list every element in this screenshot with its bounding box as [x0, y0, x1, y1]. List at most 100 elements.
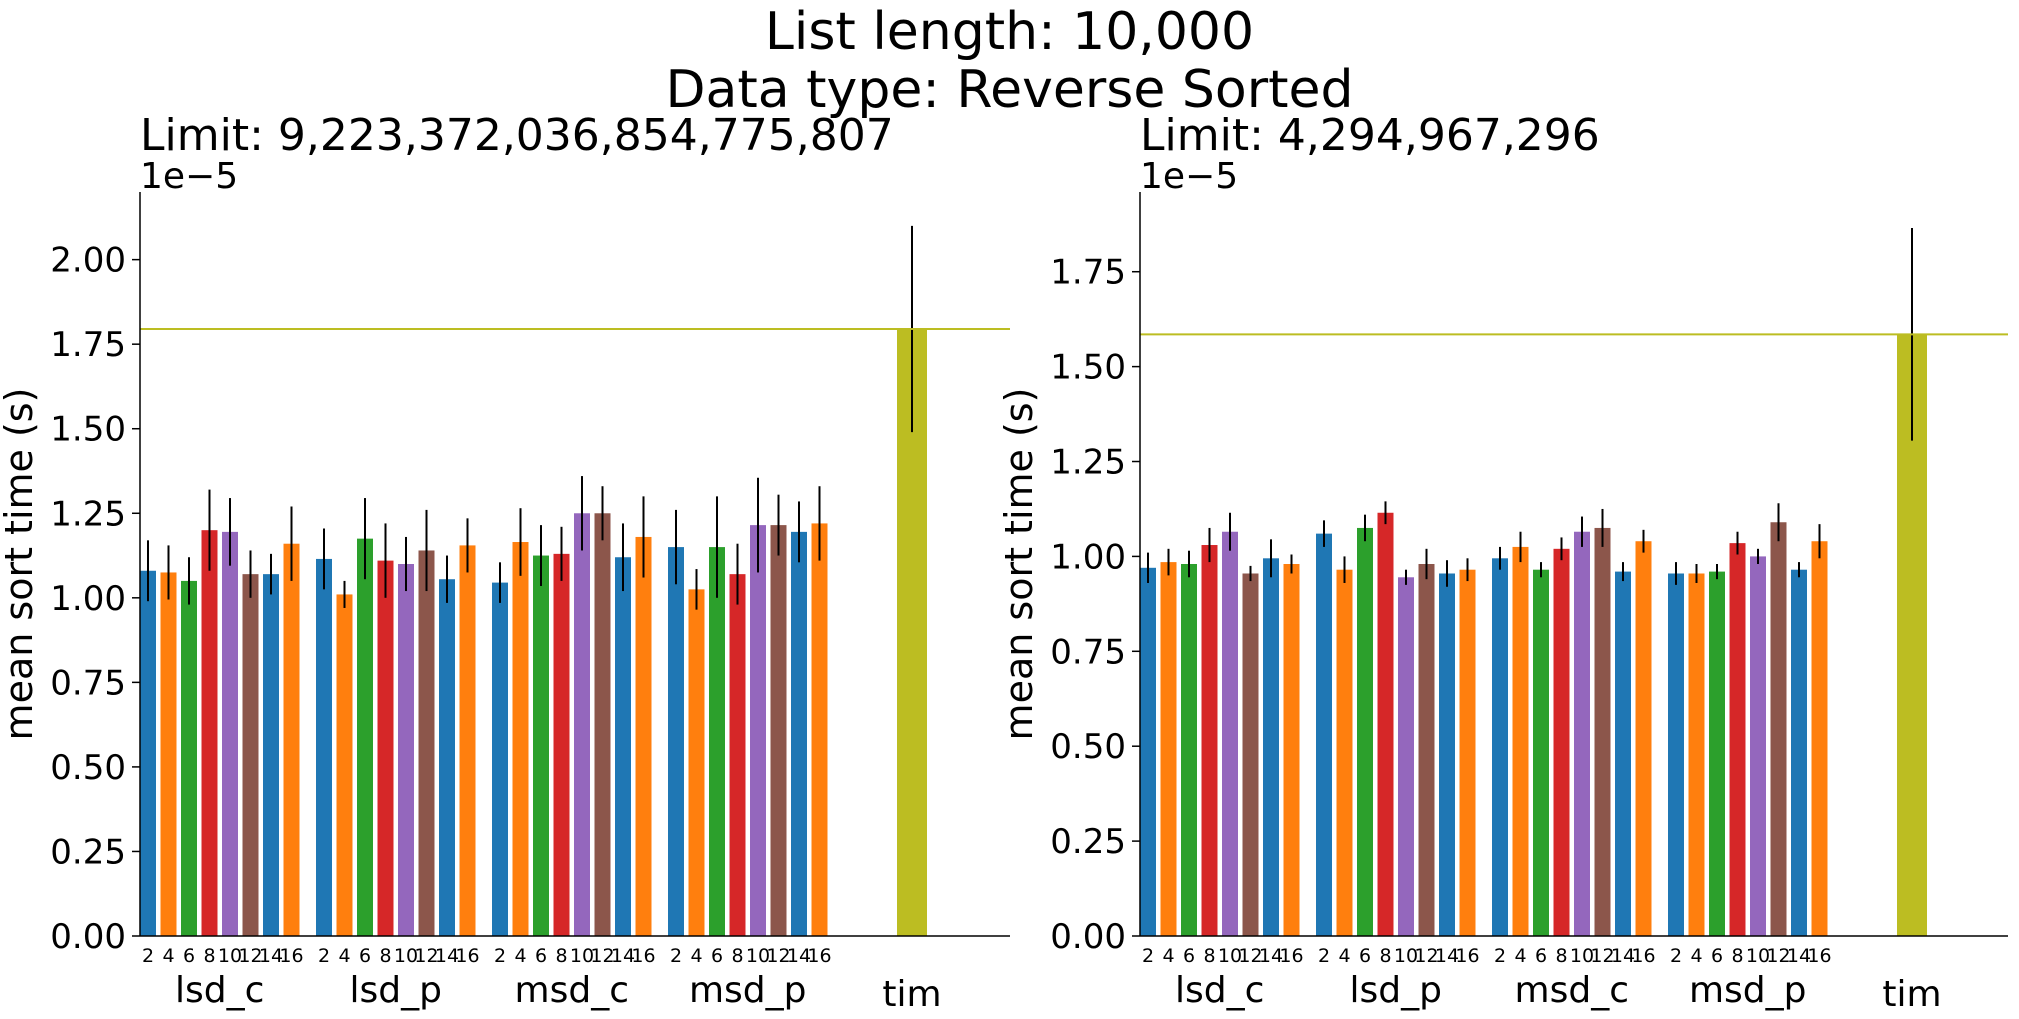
panel-2-bar-sublabel: 10 — [1218, 945, 1242, 967]
panel-2-bar-sublabel: 16 — [1279, 945, 1303, 967]
panel-1-title: Limit: 9,223,372,036,854,775,807 — [140, 110, 894, 161]
panel-2-bar-sublabel: 8 — [1203, 945, 1215, 967]
panel-2-bar-sublabel: 12 — [1414, 945, 1438, 967]
panel-2-group-label-tim: tim — [1882, 974, 1941, 1015]
panel-2-bar-sublabel: 6 — [1359, 945, 1371, 967]
panel-2-bar-lsd_c-2 — [1140, 567, 1156, 936]
panel-2-ytick-label: 1.00 — [1050, 537, 1126, 577]
panel-1-bar-msd_p-14 — [791, 531, 807, 936]
panel-1-ytick-label: 0.75 — [50, 663, 126, 703]
panel-1-bar-lsd_p-4 — [336, 594, 353, 936]
panel-2-bar-msd_p-4 — [1688, 573, 1705, 936]
panel-2-bar-msd_c-2 — [1492, 558, 1508, 936]
panel-2-bar-lsd_p-4 — [1336, 569, 1353, 936]
panel-2-bar-msd_c-14 — [1615, 571, 1631, 936]
panel-2-bar-sublabel: 6 — [1711, 945, 1723, 967]
panel-2-bar-lsd_c-4 — [1160, 562, 1177, 936]
panel-1-bar-sublabel: 14 — [787, 945, 811, 967]
panel-2-bar-lsd_p-10 — [1398, 577, 1414, 936]
panel-1-bar-msd_p-8 — [729, 574, 746, 936]
panel-1-bar-sublabel: 6 — [359, 945, 371, 967]
panel-2-group-label-msd_p: msd_p — [1689, 970, 1807, 1011]
panel-1-ytick-label: 1.00 — [50, 579, 126, 619]
panel-1-bar-lsd_p-10 — [398, 564, 414, 936]
panel-1-ytick-label: 0.00 — [50, 917, 126, 957]
panel-1-bar-sublabel: 10 — [394, 945, 418, 967]
panel-2-bar-lsd_p-6 — [1357, 527, 1373, 936]
panel-1-bar-sublabel: 4 — [162, 945, 174, 967]
panel-2-bar-msd_c-10 — [1574, 531, 1590, 936]
panel-2-ytick-label: 0.50 — [1050, 727, 1126, 767]
panel-2-bar-sublabel: 2 — [1670, 945, 1682, 967]
panel-1-bar-sublabel: 8 — [379, 945, 391, 967]
panel-2-ylabel: mean sort time (s) — [997, 388, 1041, 741]
panel-2-bar-lsd_p-14 — [1439, 573, 1455, 936]
panel-2-bar-sublabel: 4 — [1162, 945, 1174, 967]
panel-2-bar-sublabel: 12 — [1766, 945, 1790, 967]
panel-2-ytick-label: 1.25 — [1050, 443, 1126, 483]
panel-1-group-label-msd_p: msd_p — [689, 970, 807, 1011]
panel-1-bar-lsd_c-6 — [181, 580, 197, 936]
panel-1-bar-msd_c-8 — [553, 553, 570, 936]
panel-2-group-label-msd_c: msd_c — [1515, 970, 1629, 1011]
panel-1-bar-lsd_c-14 — [263, 574, 279, 936]
panel-2-bar-lsd_c-16 — [1283, 564, 1300, 936]
panel-1-bar-lsd_p-6 — [357, 538, 373, 936]
panel-2-bar-msd_p-12 — [1770, 522, 1787, 936]
panel-1-bar-lsd_c-2 — [140, 570, 156, 936]
panel-1-bar-lsd_p-16 — [459, 545, 476, 936]
panel-1-bar-lsd_c-4 — [160, 572, 177, 936]
panel-1-group-label-lsd_p: lsd_p — [350, 970, 442, 1011]
panel-2-bar-lsd_c-8 — [1201, 545, 1218, 936]
panel-1-bar-sublabel: 2 — [670, 945, 682, 967]
panel-1-bar-msd_p-4 — [688, 589, 705, 936]
panel-1-ytick-label: 0.25 — [50, 832, 126, 872]
panel-1-bar-msd_c-2 — [492, 582, 508, 936]
panel-2-bar-sublabel: 8 — [1555, 945, 1567, 967]
panel-1-bar-sublabel: 4 — [690, 945, 702, 967]
suptitle-line-1: List length: 10,000 — [764, 2, 1255, 62]
panel-1-bar-msd_p-16 — [811, 523, 828, 936]
panel-1-bar-msd_c-12 — [594, 513, 611, 936]
panel-2-bar-msd_p-2 — [1668, 573, 1684, 936]
suptitle-line-2: Data type: Reverse Sorted — [665, 60, 1354, 120]
panel-2-bar-sublabel: 12 — [1238, 945, 1262, 967]
panel-2-offset-text: 1e−5 — [1140, 156, 1238, 197]
panel-1-bar-lsd_c-10 — [222, 531, 238, 936]
panel-1-bar-lsd_p-12 — [418, 550, 435, 936]
panel-2-bar-sublabel: 8 — [1379, 945, 1391, 967]
panel-1-group-label-msd_c: msd_c — [515, 970, 629, 1011]
panel-1-bar-sublabel: 14 — [611, 945, 635, 967]
panel-2-group-label-lsd_c: lsd_c — [1175, 970, 1264, 1011]
panel-1-bar-sublabel: 4 — [338, 945, 350, 967]
panel-2-bar-sublabel: 16 — [1455, 945, 1479, 967]
panel-1-bar-sublabel: 10 — [746, 945, 770, 967]
panel-2-ytick-label: 1.50 — [1050, 348, 1126, 388]
panel-2-bar-sublabel: 8 — [1731, 945, 1743, 967]
panel-2-bar-sublabel: 4 — [1514, 945, 1526, 967]
panel-1-bar-sublabel: 14 — [259, 945, 283, 967]
panel-1-bar-msd_p-12 — [770, 525, 787, 936]
panel-1-bar-msd_p-10 — [750, 525, 766, 936]
panel-1-bar-msd_p-2 — [668, 547, 684, 936]
panel-2-bar-sublabel: 16 — [1807, 945, 1831, 967]
panel-2-bar-msd_c-4 — [1512, 546, 1529, 936]
panel-1-ytick-label: 1.50 — [50, 410, 126, 450]
panel-2-bar-msd_c-6 — [1533, 569, 1549, 936]
panel-1-bar-sublabel: 2 — [318, 945, 330, 967]
panel-1-bar-msd_c-14 — [615, 557, 631, 936]
panel-2-bar-lsd_p-8 — [1377, 512, 1394, 936]
panel-2-bar-lsd_p-12 — [1418, 564, 1435, 936]
panel-2-bar-lsd_c-6 — [1181, 564, 1197, 936]
panel-1-offset-text: 1e−5 — [140, 156, 238, 197]
panel-1-bar-sublabel: 6 — [535, 945, 547, 967]
panel-2-bar-msd_p-14 — [1791, 569, 1807, 936]
panel-1-bar-sublabel: 12 — [238, 945, 262, 967]
panel-1-ytick-label: 0.50 — [50, 748, 126, 788]
panel-2-bar-lsd_c-12 — [1242, 573, 1259, 936]
panel-1-bar-sublabel: 4 — [514, 945, 526, 967]
panel-1-bar-sublabel: 10 — [218, 945, 242, 967]
panel-1-bar-sublabel: 8 — [203, 945, 215, 967]
panel-2-bar-lsd_c-14 — [1263, 558, 1279, 936]
